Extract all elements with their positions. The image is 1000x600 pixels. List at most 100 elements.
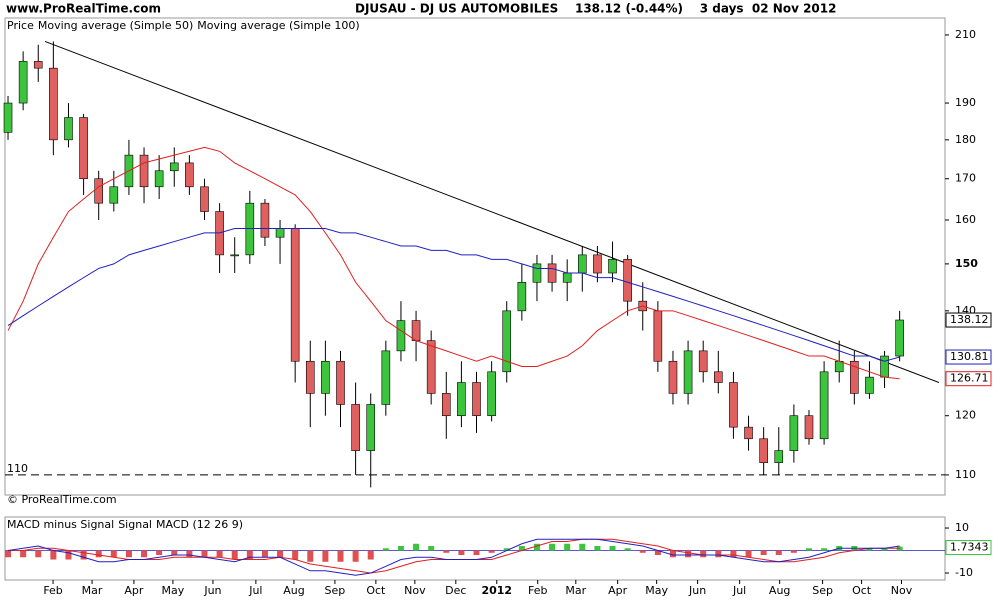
candle-body [169, 162, 179, 172]
y-tick-label: 180 [955, 133, 976, 146]
histogram-bar [881, 548, 888, 551]
candle-body [487, 371, 496, 417]
candle-body [3, 102, 13, 133]
candle-body [532, 263, 542, 283]
legend-entry: MACD (12 26 9) [156, 518, 243, 531]
candle-body [154, 170, 164, 188]
histogram-bar [564, 543, 571, 551]
legend-entry: Signal [118, 518, 152, 531]
x-tick-label: Mar [82, 584, 103, 597]
candle-body [94, 178, 103, 204]
x-tick-label: Jul [248, 584, 262, 597]
histogram-bar [685, 550, 692, 558]
candle-body [457, 382, 466, 417]
histogram-bar [50, 550, 57, 560]
candle-body [200, 186, 209, 212]
histogram-bar [367, 550, 374, 560]
x-tick-label: Apr [608, 584, 628, 597]
histogram-bar [730, 550, 737, 558]
candle-body [472, 382, 481, 417]
copyright: © ProRealTime.com [7, 493, 117, 506]
histogram-bar [397, 546, 404, 551]
histogram-bar [594, 546, 601, 551]
x-tick-label: Sep [325, 584, 346, 597]
candle-body [804, 415, 814, 440]
value-box [945, 349, 992, 365]
histogram-bar [110, 550, 117, 558]
histogram-bar [35, 550, 42, 558]
histogram-bar [125, 550, 132, 558]
candle-body [683, 350, 693, 394]
candle-body [351, 404, 360, 451]
value-box-label: 138.12 [950, 313, 989, 326]
candle-body [79, 117, 88, 180]
candle-body [729, 382, 738, 428]
histogram-bar [231, 550, 238, 560]
x-tick-label: Aug [769, 584, 790, 597]
histogram-bar [322, 550, 329, 562]
legend-entry: Moving average (Simple 100) [197, 19, 359, 32]
histogram-bar [277, 550, 284, 558]
line [7, 538, 900, 576]
histogram-bar [156, 550, 163, 556]
histogram-bar [775, 550, 782, 556]
histogram-bar [488, 550, 495, 553]
histogram-bar [186, 550, 193, 558]
legend-entry: Moving average (Simple 50) [38, 19, 193, 32]
x-tick-label: Oct [852, 584, 872, 597]
histogram-bar [201, 550, 208, 558]
candle-body [547, 263, 557, 283]
candle-body [517, 281, 527, 312]
reference-label: 110 [7, 462, 28, 475]
candle-body [18, 61, 28, 104]
x-tick-label: Aug [283, 584, 304, 597]
candle-body [698, 350, 708, 373]
x-tick-label: Jun [688, 584, 706, 597]
histogram-bar [307, 550, 314, 562]
candle-body [668, 360, 678, 394]
x-tick-label: Oct [366, 584, 386, 597]
x-tick-label: Jul [732, 584, 746, 597]
value-box-label: 130.81 [950, 350, 989, 363]
value-box [945, 371, 992, 387]
candle-body [441, 393, 451, 417]
histogram-bar [579, 543, 586, 551]
line [7, 146, 900, 380]
histogram-bar [246, 550, 253, 560]
candle-body [185, 162, 194, 188]
x-tick-label: Feb [43, 584, 62, 597]
candle-body [850, 360, 859, 394]
candle-body [230, 254, 240, 257]
candle-body [275, 228, 285, 238]
candle-body [895, 319, 904, 357]
histogram-bar [95, 550, 102, 558]
x-tick-label: May [645, 584, 668, 597]
histogram-bar [413, 543, 420, 551]
histogram-bar [473, 550, 480, 556]
histogram-bar [715, 550, 722, 558]
candle-body [653, 310, 663, 362]
x-tick-label: May [162, 584, 185, 597]
histogram-bar [533, 543, 540, 551]
histogram-bar [745, 550, 752, 558]
candle-body [366, 404, 376, 451]
y-tick-label: -10 [955, 566, 973, 579]
x-tick-label: Sep [812, 584, 833, 597]
histogram-bar [821, 548, 828, 551]
histogram-bar [503, 548, 510, 551]
candle-body [336, 360, 345, 405]
x-tick-label: Mar [565, 584, 586, 597]
histogram-bar [382, 548, 389, 551]
candle-body [33, 61, 43, 69]
y-tick-label: 170 [955, 172, 976, 185]
legend-entry: Price [7, 19, 34, 32]
y-tick-label: 10 [955, 521, 969, 534]
histogram-bar [518, 546, 525, 551]
histogram-bar [790, 550, 797, 553]
candle-body [593, 254, 602, 274]
candle-body [321, 360, 330, 394]
x-tick-label: Apr [124, 584, 144, 597]
value-box-label: 126.71 [950, 372, 989, 385]
x-tick-label: Feb [528, 584, 547, 597]
